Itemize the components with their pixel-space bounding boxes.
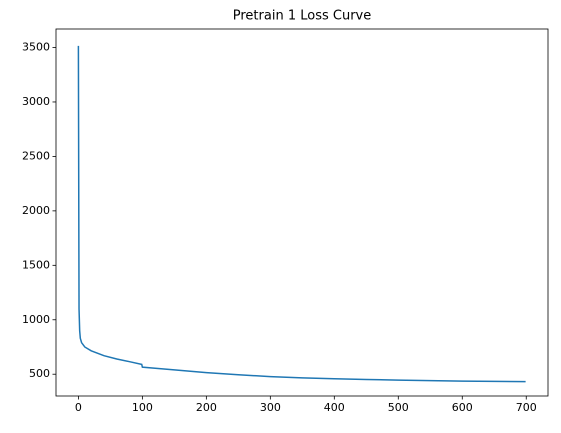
x-tick-label: 300 [260, 401, 281, 414]
x-tick-label: 200 [196, 401, 217, 414]
y-tick-label: 3500 [22, 41, 50, 54]
x-tick-label: 0 [75, 401, 82, 414]
y-tick-label: 2500 [22, 149, 50, 162]
x-tick-label: 100 [132, 401, 153, 414]
x-tick-label: 400 [324, 401, 345, 414]
loss-line [77, 45, 526, 383]
chart-title: Pretrain 1 Loss Curve [233, 9, 371, 24]
y-tick-label: 500 [29, 367, 50, 380]
x-tick-label: 600 [452, 401, 473, 414]
y-tick-label: 2000 [22, 204, 50, 217]
y-tick-label: 1500 [22, 258, 50, 271]
x-tick-label: 500 [388, 401, 409, 414]
y-tick-label: 3000 [22, 95, 50, 108]
plot-frame [55, 28, 549, 397]
x-tick-label: 700 [516, 401, 537, 414]
y-tick-label: 1000 [22, 313, 50, 326]
